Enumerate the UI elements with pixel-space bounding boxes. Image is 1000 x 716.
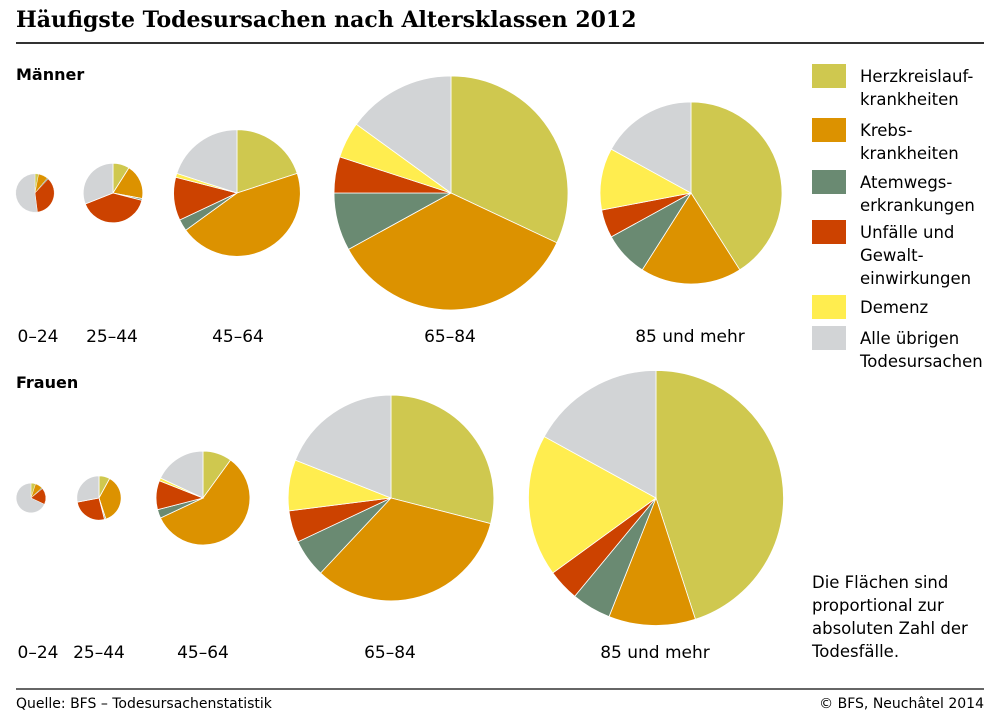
legend-swatch-herz bbox=[812, 64, 846, 88]
legend-label-unfaelle: Unfälle und bbox=[860, 223, 954, 242]
slice-uebrige bbox=[159, 450, 204, 499]
legend-swatch-uebrige bbox=[812, 326, 846, 350]
legend-label-unfaelle: einwirkungen bbox=[860, 269, 971, 288]
group-label-frauen: Frauen bbox=[16, 373, 78, 392]
legend-label-unfaelle: Gewalt- bbox=[860, 246, 924, 265]
pie-frauen-0 bbox=[16, 482, 46, 513]
slice-uebrige bbox=[543, 370, 657, 499]
slice-herz bbox=[655, 370, 784, 620]
slice-uebrige bbox=[15, 173, 38, 213]
legend-label-uebrige: Alle übrigen bbox=[860, 329, 959, 348]
legend: Herzkreislauf-krankheiten Krebs-krankheit… bbox=[812, 64, 983, 371]
slice-herz bbox=[450, 75, 569, 244]
slice-uebrige bbox=[294, 394, 392, 499]
slice-unfaelle bbox=[76, 497, 106, 521]
legend-label-uebrige: Todesursachen bbox=[859, 352, 983, 371]
slice-krebs bbox=[641, 192, 741, 285]
slice-krebs bbox=[608, 496, 696, 626]
slice-demenz bbox=[528, 436, 657, 574]
age-label: 85 und mehr bbox=[635, 327, 745, 347]
pie-frauen-1 bbox=[76, 475, 122, 521]
slice-uebrige bbox=[16, 482, 45, 513]
slice-krebs bbox=[159, 459, 251, 546]
area-note-line: absoluten Zahl der bbox=[812, 619, 968, 638]
slice-herz bbox=[390, 394, 495, 525]
legend-label-demenz: Demenz bbox=[860, 298, 928, 317]
age-label: 25–44 bbox=[73, 643, 125, 663]
pie-maenner-3 bbox=[333, 75, 569, 311]
age-label: 0–24 bbox=[18, 327, 59, 347]
age-label: 65–84 bbox=[424, 327, 476, 347]
area-note-line: Die Flächen sind bbox=[812, 573, 948, 592]
legend-label-herz: krankheiten bbox=[860, 90, 959, 109]
age-label: 25–44 bbox=[86, 327, 138, 347]
source-text: Quelle: BFS – Todesursachenstatistik bbox=[16, 696, 273, 712]
slice-unfaelle bbox=[84, 192, 143, 224]
group-label-maenner: Männer bbox=[16, 65, 84, 84]
slice-uebrige bbox=[82, 162, 114, 205]
area-note-line: proportional zur bbox=[812, 596, 944, 615]
pie-maenner-0 bbox=[15, 173, 55, 213]
legend-label-krebs: Krebs- bbox=[860, 121, 912, 140]
chart-title: Häufigste Todesursachen nach Altersklass… bbox=[16, 7, 637, 33]
slice-uebrige bbox=[176, 129, 238, 194]
pie-maenner-4 bbox=[599, 101, 783, 285]
legend-label-atemwege: Atemwegs- bbox=[860, 173, 952, 192]
age-label: 65–84 bbox=[364, 643, 416, 663]
age-label: 45–64 bbox=[177, 643, 229, 663]
pie-frauen-3 bbox=[287, 394, 495, 602]
pie-frauen-4 bbox=[528, 370, 784, 626]
legend-label-herz: Herzkreislauf- bbox=[860, 67, 973, 86]
pie-maenner-2 bbox=[173, 129, 301, 257]
slice-unfaelle bbox=[34, 178, 55, 213]
age-label: 45–64 bbox=[212, 327, 264, 347]
area-note-line: Todesfälle. bbox=[811, 642, 899, 661]
age-label: 0–24 bbox=[18, 643, 59, 663]
slice-herz bbox=[690, 101, 783, 271]
legend-label-krebs: krankheiten bbox=[860, 144, 959, 163]
slice-herz bbox=[236, 129, 298, 194]
slice-krebs bbox=[320, 497, 492, 602]
legend-swatch-unfaelle bbox=[812, 220, 846, 244]
slice-uebrige bbox=[355, 75, 452, 194]
slice-uebrige bbox=[610, 101, 692, 194]
slice-krebs bbox=[347, 192, 558, 311]
pies-layer: 0–24 25–44 45–64 65–84 85 und mehr 0–24 25–44 4… bbox=[15, 75, 784, 663]
slice-uebrige bbox=[76, 475, 100, 503]
pie-frauen-2 bbox=[155, 450, 251, 546]
legend-swatch-krebs bbox=[812, 118, 846, 142]
legend-swatch-atemwege bbox=[812, 170, 846, 194]
copyright-text: © BFS, Neuchâtel 2014 bbox=[819, 696, 984, 712]
legend-swatch-demenz bbox=[812, 295, 846, 319]
slice-krebs bbox=[98, 478, 122, 520]
pie-maenner-1 bbox=[82, 162, 144, 224]
area-note: Die Flächen sind proportional zur absolute… bbox=[811, 573, 968, 661]
age-label: 85 und mehr bbox=[600, 643, 710, 663]
legend-label-atemwege: erkrankungen bbox=[860, 196, 975, 215]
slice-krebs bbox=[185, 172, 301, 257]
